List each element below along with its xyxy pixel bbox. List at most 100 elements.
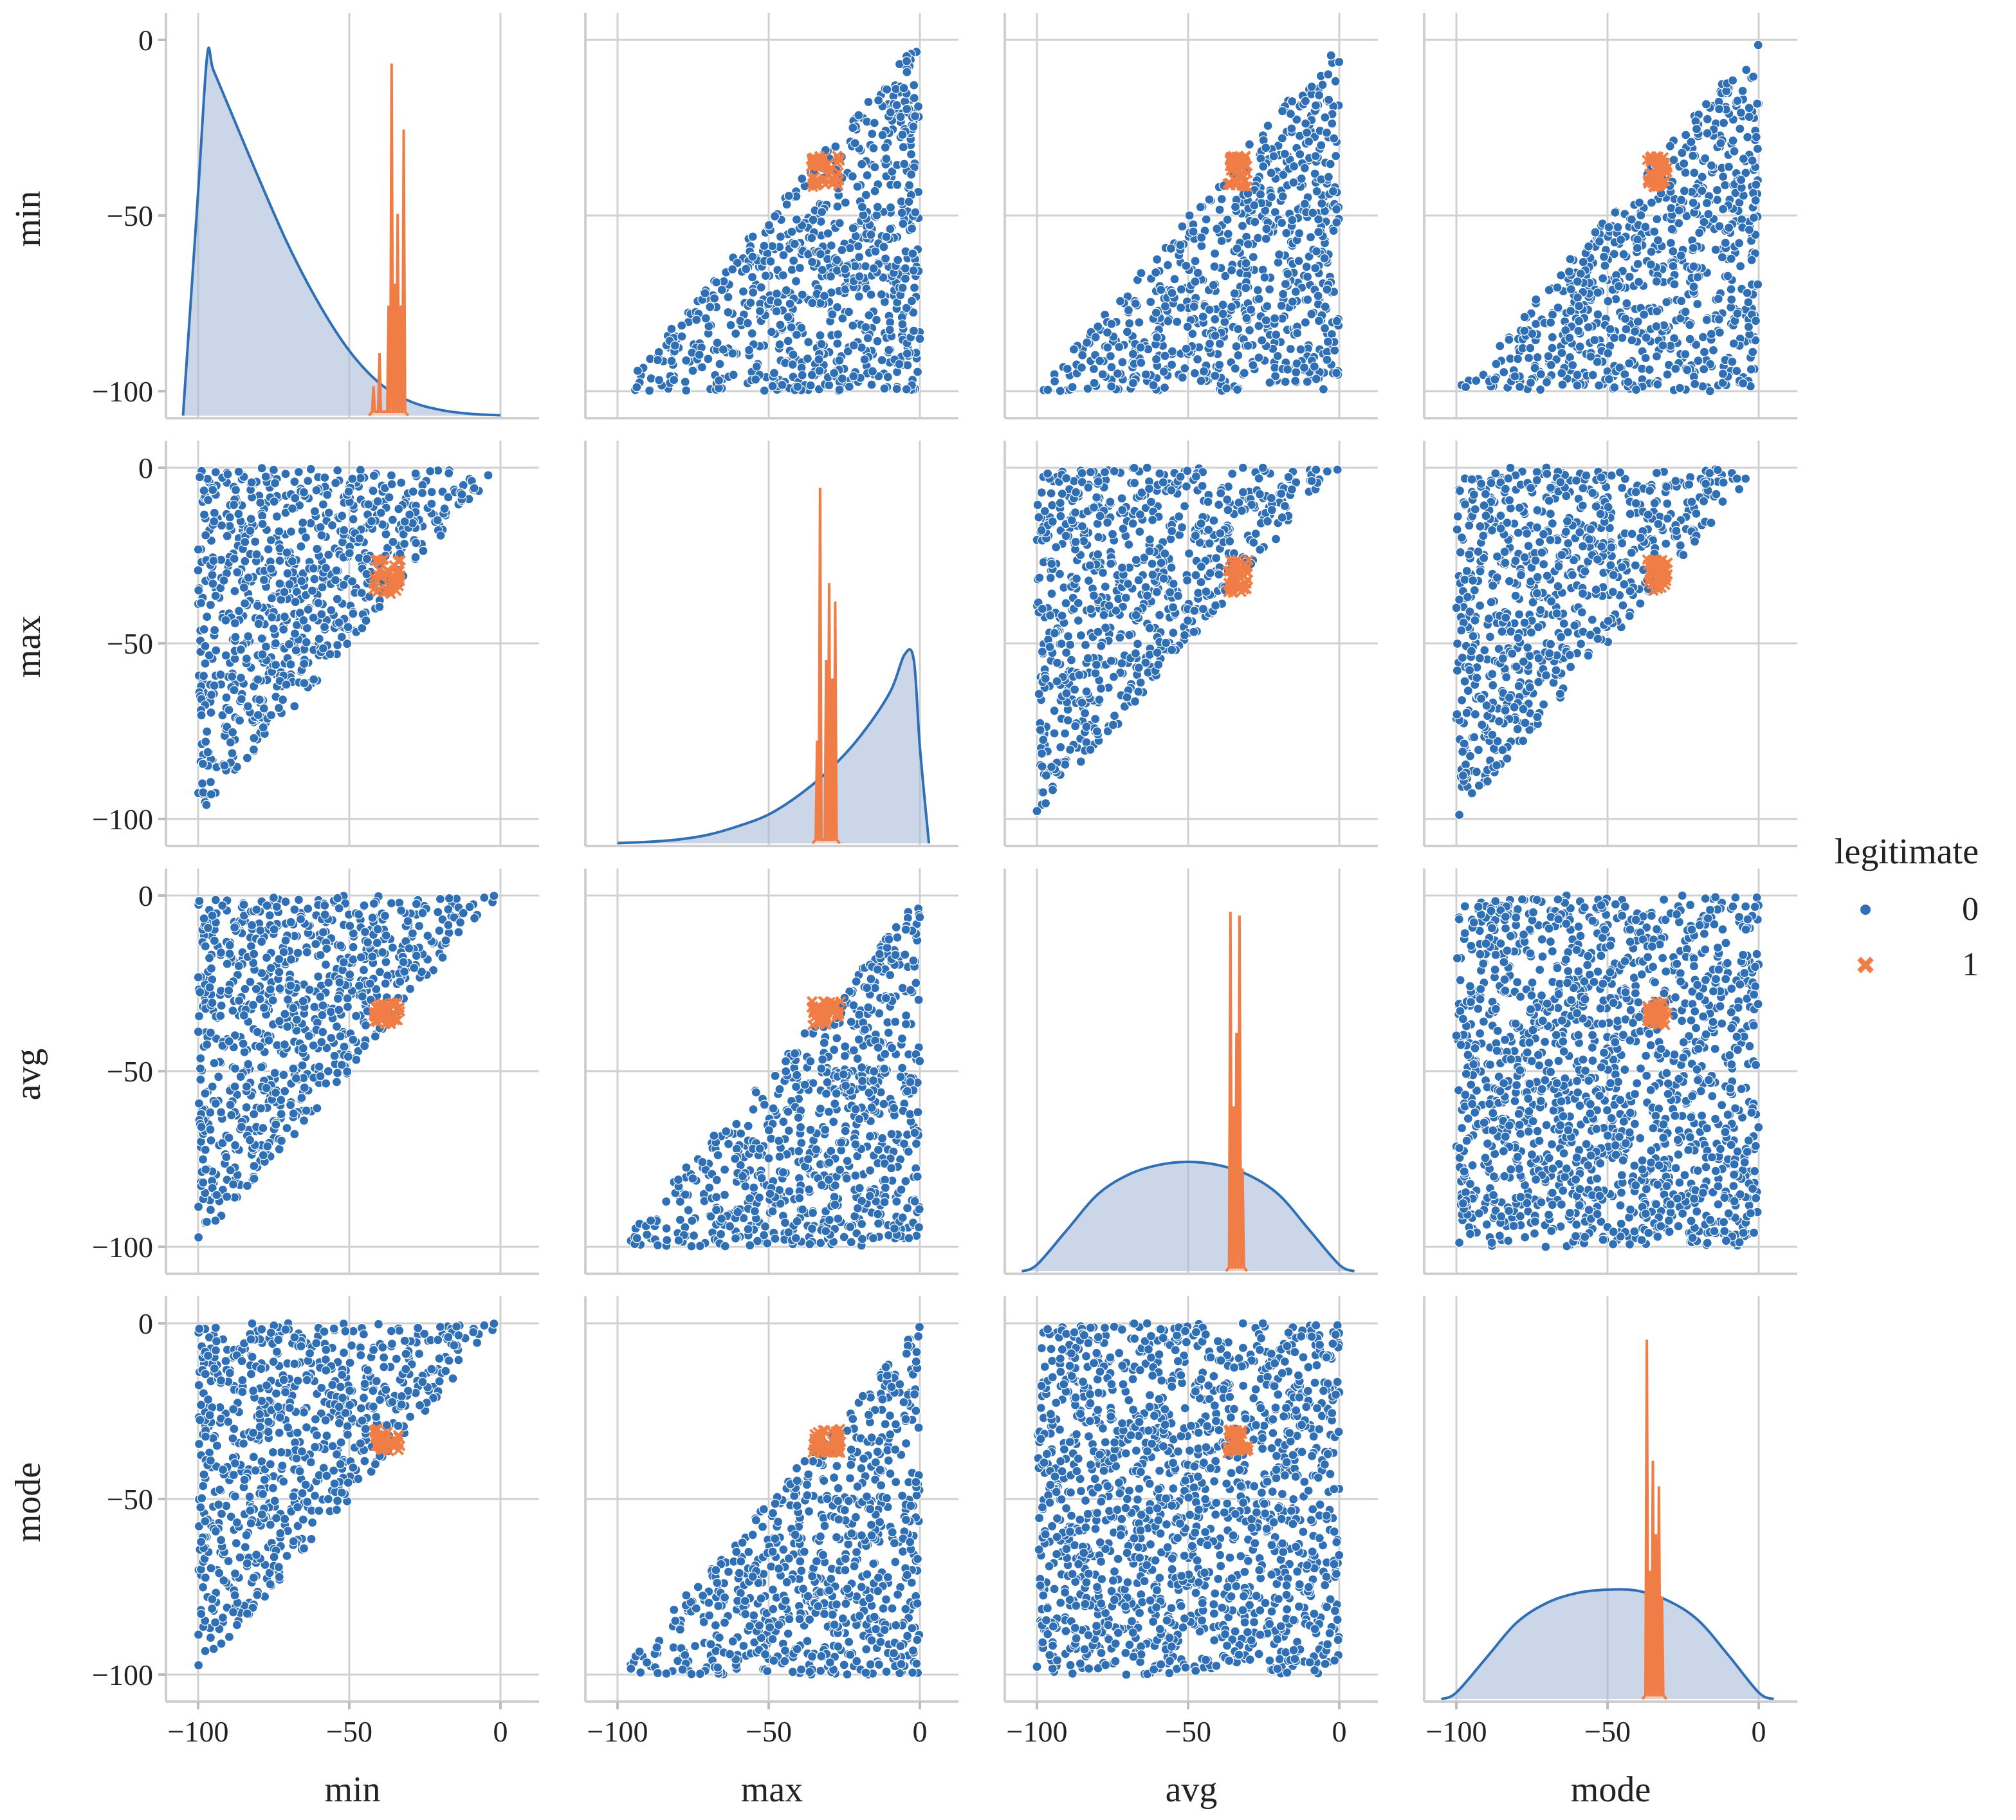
scatter-point-class0 (746, 298, 756, 308)
scatter-point-class0 (1042, 468, 1053, 479)
scatter-point-class0 (829, 368, 839, 378)
scatter-point-class0 (303, 475, 313, 486)
scatter-point-class0 (338, 580, 349, 590)
scatter-point-class0 (909, 93, 919, 103)
scatter-point-class0 (221, 650, 231, 661)
scatter-point-class0 (1073, 598, 1083, 609)
scatter-point-class0 (347, 576, 358, 587)
scatter-point-class0 (1476, 479, 1487, 489)
scatter-point-class0 (1479, 553, 1489, 564)
scatter-point-class0 (266, 535, 276, 546)
scatter-point-class0 (270, 659, 281, 670)
scatter-point-class0 (1299, 362, 1310, 373)
scatter-point-class0 (1230, 202, 1241, 212)
scatter-point-class0 (243, 573, 253, 583)
scatter-point-class0 (369, 470, 379, 481)
scatter-point-class1 (374, 564, 385, 576)
scatter-point-class0 (1537, 547, 1547, 558)
scatter-point-class0 (1452, 638, 1463, 649)
scatter-point-class0 (1146, 497, 1157, 507)
scatter-point-class0 (1040, 798, 1051, 809)
scatter-point-class0 (755, 306, 765, 317)
scatter-point-class0 (333, 465, 343, 475)
scatter-point-class0 (1281, 228, 1292, 238)
scatter-point-class0 (1135, 677, 1146, 688)
scatter-point-class0 (1645, 485, 1655, 496)
scatter-point-class0 (1466, 646, 1476, 656)
scatter-point-class0 (1144, 546, 1155, 556)
scatter-point-class0 (1239, 368, 1249, 378)
scatter-point-class0 (1176, 302, 1186, 313)
scatter-point-class0 (1618, 249, 1629, 259)
scatter-point-class0 (1332, 204, 1342, 214)
scatter-point-class0 (1714, 327, 1725, 338)
scatter-point-class0 (1049, 706, 1059, 716)
scatter-point-class0 (200, 641, 210, 651)
scatter-point-class0 (1181, 481, 1192, 492)
scatter-point-class0 (900, 273, 911, 284)
plot-area (1039, 50, 1344, 396)
scatter-point-class0 (1728, 136, 1738, 146)
scatter-point-class0 (1706, 329, 1716, 339)
scatter-point-class0 (1671, 363, 1681, 374)
scatter-point-class0 (1311, 246, 1322, 257)
scatter-point-class0 (269, 496, 279, 507)
scatter-point-class0 (791, 276, 802, 286)
scatter-point-class0 (742, 318, 753, 328)
scatter-point-class0 (199, 510, 210, 520)
scatter-point-class0 (1694, 228, 1705, 238)
scatter-point-class0 (249, 733, 259, 744)
scatter-point-class0 (280, 469, 291, 479)
scatter-point-class0 (1609, 249, 1619, 259)
scatter-point-class0 (1474, 653, 1485, 663)
scatter-point-class0 (1701, 198, 1712, 208)
scatter-point-class0 (1452, 524, 1462, 535)
scatter-point-class0 (885, 202, 896, 213)
scatter-point-class0 (832, 329, 843, 340)
scatter-point-class0 (1604, 523, 1615, 533)
scatter-point-class0 (200, 658, 210, 669)
scatter-point-class0 (1301, 262, 1312, 272)
scatter-point-class0 (1668, 261, 1678, 271)
scatter-point-class0 (1090, 713, 1101, 724)
scatter-point-class0 (1254, 353, 1264, 363)
scatter-point-class0 (1500, 705, 1510, 716)
scatter-point-class0 (1730, 188, 1741, 198)
scatter-point-class0 (767, 381, 778, 391)
scatter-point-class0 (654, 375, 664, 385)
scatter-point-class0 (1653, 379, 1663, 390)
scatter-point-class0 (1741, 64, 1752, 75)
scatter-point-class0 (1623, 376, 1633, 387)
scatter-point-class0 (1276, 300, 1287, 311)
scatter-point-class0 (1747, 156, 1757, 166)
scatter-point-class0 (312, 544, 322, 554)
scatter-point-class0 (1117, 562, 1128, 573)
scatter-point-class0 (201, 800, 212, 810)
scatter-point-class0 (1188, 226, 1198, 237)
scatter-point-class0 (270, 638, 280, 648)
scatter-point-class0 (632, 365, 643, 376)
scatter-point-class0 (1106, 656, 1117, 666)
scatter-point-class0 (705, 302, 715, 312)
scatter-point-class0 (1534, 677, 1544, 687)
scatter-point-class0 (1535, 369, 1546, 380)
scatter-point-class0 (670, 340, 681, 351)
scatter-point-class0 (771, 306, 782, 317)
scatter-point-class0 (278, 695, 288, 705)
scatter-point-class0 (1222, 383, 1232, 394)
scatter-point-class0 (1516, 570, 1526, 580)
scatter-point-class0 (1083, 483, 1094, 493)
scatter-point-class1 (1233, 569, 1244, 580)
scatter-point-class0 (1588, 370, 1598, 380)
scatter-point-class0 (1277, 133, 1287, 143)
scatter-point-class0 (1743, 297, 1754, 308)
scatter-point-class0 (1220, 317, 1230, 327)
scatter-point-class0 (1627, 335, 1637, 345)
scatter-point-class0 (1575, 342, 1585, 352)
scatter-point-class0 (1503, 473, 1514, 484)
scatter-point-class0 (313, 598, 324, 609)
scatter-point-class0 (823, 228, 833, 239)
scatter-point-class0 (1070, 487, 1081, 497)
scatter-point-class0 (834, 385, 845, 395)
scatter-point-class0 (1210, 600, 1221, 611)
